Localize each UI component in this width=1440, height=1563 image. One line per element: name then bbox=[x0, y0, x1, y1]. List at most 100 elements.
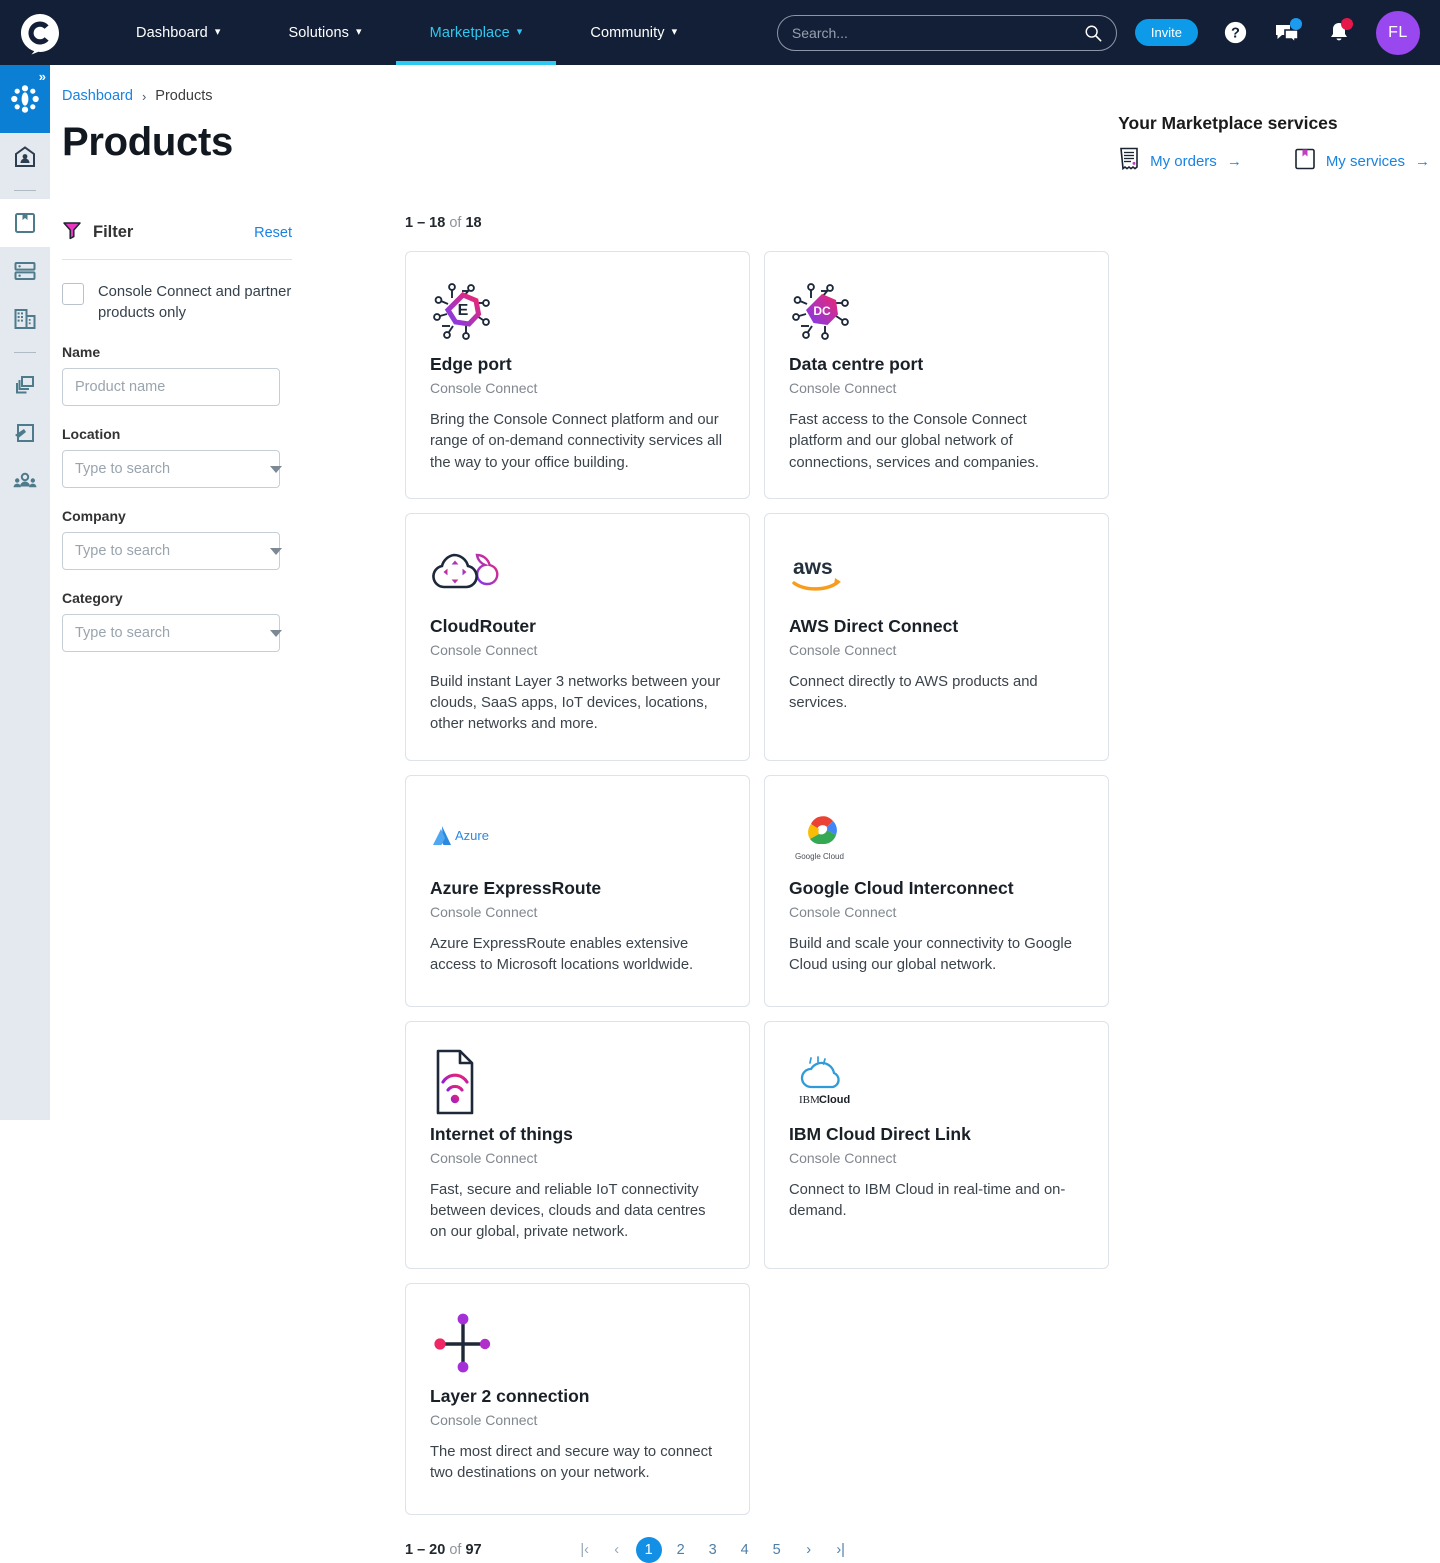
chevron-down-icon[interactable] bbox=[270, 629, 282, 637]
product-vendor: Console Connect bbox=[430, 1411, 538, 1428]
product-title: Edge port bbox=[430, 354, 512, 374]
company-input[interactable] bbox=[75, 543, 262, 559]
product-vendor: Console Connect bbox=[430, 641, 538, 658]
chat-icon[interactable] bbox=[1272, 17, 1302, 48]
rail-divider bbox=[0, 181, 50, 199]
console-connect-logo-icon[interactable] bbox=[18, 11, 62, 55]
product-card-azure-expressroute[interactable]: Azure Azure ExpressRoute Console Connect… bbox=[405, 774, 750, 1007]
sidebar-item-team[interactable] bbox=[0, 457, 50, 505]
arrow-right-icon: → bbox=[1226, 153, 1242, 170]
product-description: Connect to IBM Cloud in real-time and on… bbox=[789, 1181, 1066, 1220]
console-connect-only-label: Console Connect and partner products onl… bbox=[98, 284, 292, 321]
pagination-page-5[interactable]: 5 bbox=[772, 1541, 781, 1558]
filter-header: Filter Reset bbox=[62, 220, 292, 245]
pagination-prev-button[interactable]: ‹ bbox=[614, 1541, 620, 1558]
filter-panel: Filter Reset Console Connect and partner… bbox=[62, 220, 292, 652]
chevron-down-icon[interactable] bbox=[270, 547, 282, 555]
filter-divider bbox=[62, 259, 292, 260]
product-vendor: Console Connect bbox=[430, 1149, 538, 1166]
sidebar-item-layers[interactable] bbox=[0, 361, 50, 409]
product-card-cloudrouter[interactable]: CloudRouter Console Connect Build instan… bbox=[405, 512, 750, 761]
pagination-page-1[interactable]: 1 bbox=[635, 1536, 662, 1563]
edge-port-icon: E bbox=[430, 274, 725, 350]
console-connect-only-checkbox[interactable] bbox=[62, 283, 84, 305]
nav-right-group: Invite ? FL bbox=[776, 10, 1440, 55]
search-icon[interactable] bbox=[1084, 24, 1102, 42]
top-navigation-bar: Dashboard ▾ Solutions ▾ Marketplace ▾ Co… bbox=[0, 0, 1440, 65]
location-input[interactable] bbox=[75, 461, 262, 477]
filter-field-name[interactable] bbox=[62, 368, 280, 406]
results-count-range: 1 – 18 bbox=[405, 215, 446, 231]
filter-field-company[interactable] bbox=[62, 532, 282, 570]
sidebar-item-data-centres[interactable] bbox=[0, 247, 50, 295]
rail-community-logo[interactable]: » bbox=[0, 65, 50, 133]
console-connect-only-checkbox-row[interactable]: Console Connect and partner products onl… bbox=[62, 282, 292, 324]
layer2-connection-icon bbox=[430, 1306, 725, 1382]
pagination-page-2[interactable]: 2 bbox=[676, 1541, 685, 1558]
invite-button[interactable]: Invite bbox=[1134, 19, 1198, 46]
my-orders-link[interactable]: My orders → bbox=[1118, 147, 1242, 176]
product-description: Build and scale your connectivity to Goo… bbox=[789, 935, 1072, 974]
search-input[interactable] bbox=[791, 24, 1084, 41]
product-description: The most direct and secure way to connec… bbox=[430, 1443, 713, 1481]
nav-item-community[interactable]: Community ▾ bbox=[556, 0, 711, 65]
nav-label-dashboard: Dashboard bbox=[136, 24, 208, 41]
pagination-page-3[interactable]: 3 bbox=[708, 1541, 717, 1558]
product-card-google-cloud-interconnect[interactable]: Google Cloud Google Cloud Interconnect C… bbox=[764, 774, 1109, 1007]
my-services-label: My services bbox=[1325, 153, 1405, 170]
notification-badge bbox=[1341, 17, 1353, 30]
svg-text:?: ? bbox=[1231, 26, 1240, 42]
my-services-link[interactable]: My services → bbox=[1294, 148, 1430, 176]
sidebar-item-contracts[interactable] bbox=[0, 409, 50, 457]
main-nav-items: Dashboard ▾ Solutions ▾ Marketplace ▾ Co… bbox=[102, 0, 711, 65]
chevron-down-icon: ▾ bbox=[214, 26, 221, 38]
rail-divider bbox=[0, 343, 50, 361]
pagination-total: 97 bbox=[465, 1541, 482, 1558]
page-content: Dashboard › Products Products Your Marke… bbox=[50, 65, 1440, 1563]
product-vendor: Console Connect bbox=[430, 380, 538, 396]
sidebar-item-companies[interactable] bbox=[0, 295, 50, 343]
product-title: Layer 2 connection bbox=[430, 1385, 590, 1406]
pagination-next-button[interactable]: › bbox=[806, 1541, 812, 1558]
breadcrumb-dashboard[interactable]: Dashboard bbox=[62, 88, 133, 104]
pagination-last-button[interactable]: ›| bbox=[836, 1541, 845, 1558]
cloudrouter-icon bbox=[430, 536, 725, 612]
avatar[interactable]: FL bbox=[1376, 10, 1420, 55]
filter-label-category: Category bbox=[62, 590, 123, 606]
product-card-data-centre-port[interactable]: DC Data centre port Console Connect Fast… bbox=[764, 251, 1109, 499]
expand-rail-icon[interactable]: » bbox=[38, 69, 46, 84]
product-card-edge-port[interactable]: E Edge port Console Connect Bring the Co… bbox=[405, 251, 750, 499]
product-name-input[interactable] bbox=[75, 379, 267, 395]
product-card-internet-of-things[interactable]: Internet of things Console Connect Fast,… bbox=[405, 1020, 750, 1269]
category-input[interactable] bbox=[75, 625, 262, 641]
nav-label-marketplace: Marketplace bbox=[429, 24, 510, 41]
ibm-cloud-wordmark: Cloud bbox=[819, 1094, 850, 1106]
filter-field-category[interactable] bbox=[62, 614, 282, 652]
product-title: Internet of things bbox=[430, 1123, 573, 1144]
results-count: 1 – 18 of 18 bbox=[405, 215, 1440, 231]
filter-field-location[interactable] bbox=[62, 450, 282, 488]
product-card-layer-2-connection[interactable]: Layer 2 connection Console Connect The m… bbox=[405, 1282, 750, 1515]
data-centre-letters: DC bbox=[813, 304, 831, 318]
product-title: Google Cloud Interconnect bbox=[789, 877, 1014, 898]
orders-receipt-icon bbox=[1118, 147, 1140, 176]
pagination-count: 1 – 20 of 97 bbox=[405, 1542, 482, 1558]
nav-item-marketplace[interactable]: Marketplace ▾ bbox=[395, 0, 557, 65]
filter-reset-button[interactable]: Reset bbox=[254, 224, 292, 241]
product-card-ibm-cloud-direct-link[interactable]: IBM Cloud IBM Cloud Direct Link Console … bbox=[764, 1020, 1109, 1269]
global-search[interactable] bbox=[776, 14, 1117, 51]
nav-item-dashboard[interactable]: Dashboard ▾ bbox=[102, 0, 254, 65]
help-icon[interactable]: ? bbox=[1220, 18, 1250, 48]
product-card-aws-direct-connect[interactable]: aws AWS Direct Connect Console Connect C… bbox=[764, 512, 1109, 761]
bell-icon[interactable] bbox=[1324, 17, 1354, 48]
pagination-page-4[interactable]: 4 bbox=[740, 1541, 749, 1558]
page-title: Products bbox=[62, 120, 233, 164]
pagination-first-button[interactable]: |‹ bbox=[580, 1541, 589, 1558]
chevron-down-icon[interactable] bbox=[270, 465, 282, 473]
nav-item-solutions[interactable]: Solutions ▾ bbox=[254, 0, 395, 65]
product-vendor: Console Connect bbox=[789, 903, 897, 920]
breadcrumb: Dashboard › Products bbox=[62, 88, 213, 104]
filter-label-company: Company bbox=[62, 508, 126, 524]
sidebar-item-marketplace[interactable] bbox=[0, 199, 50, 247]
sidebar-item-home[interactable] bbox=[0, 133, 50, 181]
